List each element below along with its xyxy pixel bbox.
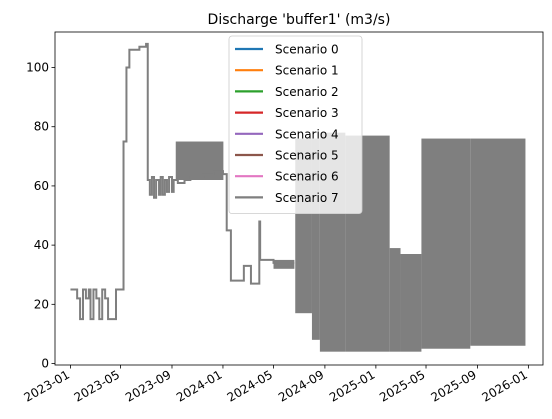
legend: Scenario 0 Scenario 1 Scenario 2 Scenario 3… [228,35,363,215]
y-tick-label: 60 [34,179,49,193]
plot-frame [54,31,544,366]
x-tick-label: 2024-09 [276,367,326,404]
series-line-scenario-7 [70,42,295,321]
legend-label: Scenario 3 [275,106,339,120]
legend-label: Scenario 0 [275,43,339,57]
y-tick-label: 40 [34,238,49,252]
legend-box [228,35,363,215]
legend-label: Scenario 2 [275,85,339,99]
x-tick-label: 2026-01 [479,367,529,404]
oscillation-band [421,138,471,349]
y-axis: 0 20 40 60 80 100 [26,61,55,371]
x-tick-label: 2023-05 [72,367,122,404]
legend-label: Scenario 6 [275,170,339,184]
x-tick-label: 2025-05 [377,367,427,404]
x-tick-label: 2024-05 [225,367,275,404]
x-tick-label: 2024-01 [174,367,224,404]
oscillation-band [470,138,526,346]
legend-label: Scenario 4 [275,127,339,141]
oscillation-band [400,254,422,352]
legend-label: Scenario 1 [275,64,339,78]
y-tick-label: 80 [34,120,49,134]
x-tick-label: 2023-09 [123,367,173,404]
y-tick-label: 0 [41,357,49,371]
y-tick-label: 100 [26,61,49,75]
x-tick-label: 2025-01 [327,367,377,404]
chart-title: Discharge 'buffer1' (m3/s) [208,12,391,28]
x-tick-label: 2023-01 [22,367,72,404]
oscillation-band [389,248,401,352]
x-axis: 2023-01 2023-05 2023-09 2024-01 2024-05 2024-… [22,365,530,405]
oscillation-band [175,141,224,180]
x-tick-label: 2025-09 [428,367,478,404]
legend-label: Scenario 7 [275,191,339,205]
legend-label: Scenario 5 [275,149,339,163]
y-tick-label: 20 [34,297,49,311]
oscillation-band [311,138,320,340]
oscillation-band [273,259,295,269]
